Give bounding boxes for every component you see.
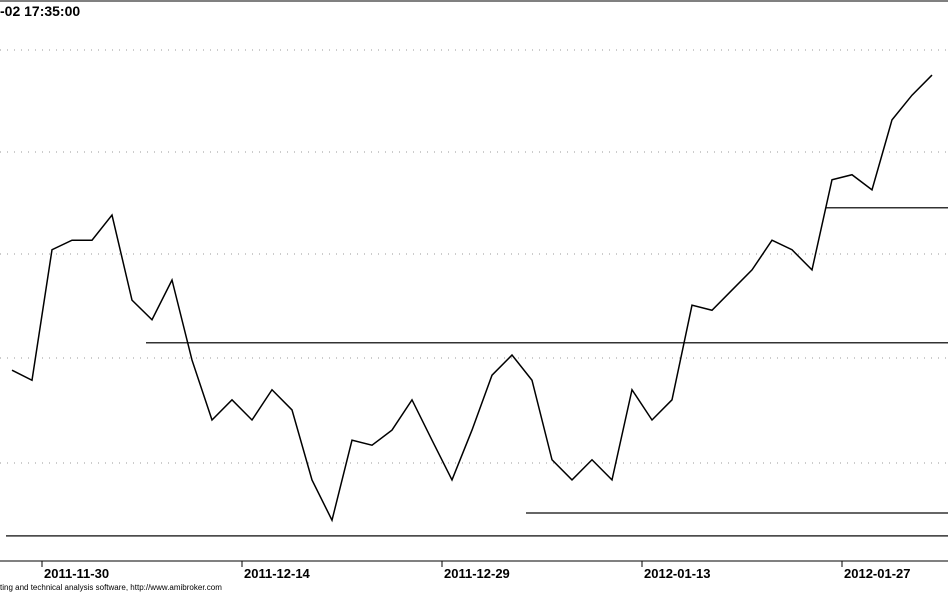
timestamp: -02 17:35:00 [0, 3, 80, 19]
x-tick-label: 2011-12-14 [244, 566, 311, 581]
footer: ting and technical analysis software, ht… [0, 583, 222, 592]
dotted-grid [0, 49, 948, 464]
x-tick-label: 2012-01-27 [844, 566, 911, 581]
price-line [11, 74, 933, 523]
x-tick-label: 2012-01-13 [644, 566, 711, 581]
x-tick-label: 2011-12-29 [444, 566, 510, 581]
x-tick-label: 2011-11-30 [44, 566, 109, 581]
